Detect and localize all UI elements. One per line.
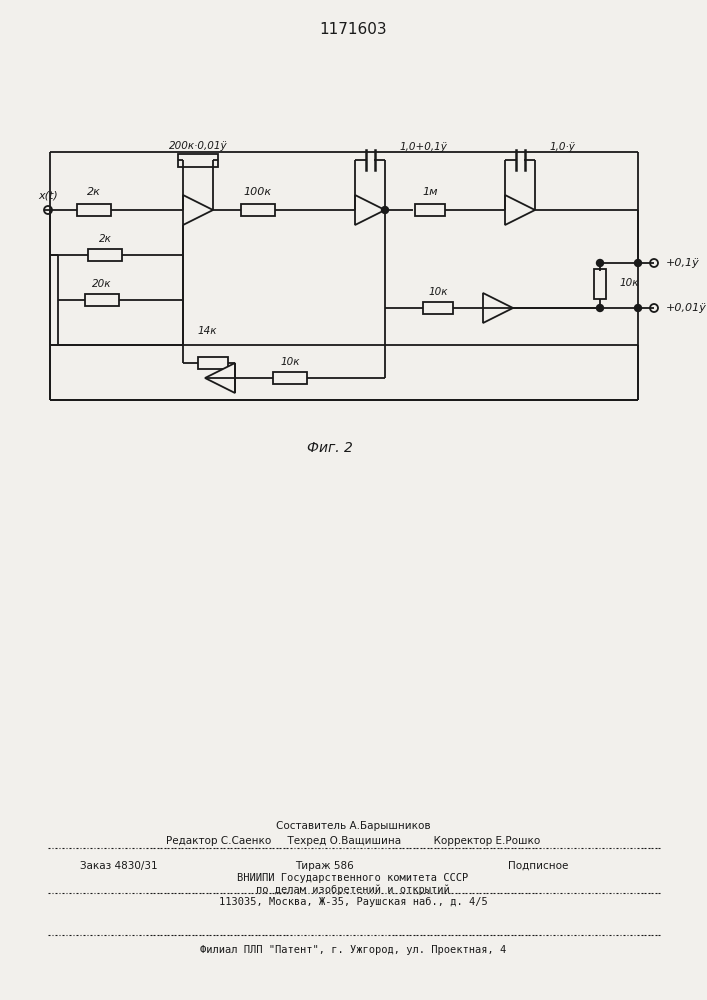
Bar xyxy=(198,357,228,369)
Polygon shape xyxy=(483,293,513,323)
Polygon shape xyxy=(183,195,213,225)
Text: 10к: 10к xyxy=(428,287,448,297)
Text: 1,0+0,1ÿ: 1,0+0,1ÿ xyxy=(400,142,448,152)
Text: 10к: 10к xyxy=(280,357,300,367)
Text: Заказ 4830/31: Заказ 4830/31 xyxy=(80,861,158,871)
Text: 100к: 100к xyxy=(244,187,272,197)
Bar xyxy=(88,249,122,261)
Bar xyxy=(241,204,275,216)
Circle shape xyxy=(650,259,658,267)
Text: 200к·0,01ÿ: 200к·0,01ÿ xyxy=(169,141,228,151)
Bar xyxy=(77,204,111,216)
Bar xyxy=(594,268,606,298)
Text: +0,01ÿ: +0,01ÿ xyxy=(666,303,707,313)
Text: 1171603: 1171603 xyxy=(319,22,387,37)
Text: 14к: 14к xyxy=(197,326,216,336)
Polygon shape xyxy=(355,195,385,225)
Circle shape xyxy=(597,259,604,266)
Polygon shape xyxy=(505,195,535,225)
Circle shape xyxy=(382,207,389,214)
Text: 2к: 2к xyxy=(98,234,112,244)
Bar xyxy=(423,302,453,314)
Text: Составитель А.Барышников: Составитель А.Барышников xyxy=(276,821,431,831)
Text: +0,1ÿ: +0,1ÿ xyxy=(666,258,700,268)
Text: 20к: 20к xyxy=(92,279,112,289)
Bar xyxy=(178,153,218,166)
Text: 2к: 2к xyxy=(87,187,101,197)
Text: 113035, Москва, Ж-35, Раушская наб., д. 4/5: 113035, Москва, Ж-35, Раушская наб., д. … xyxy=(218,897,487,907)
Circle shape xyxy=(634,259,641,266)
Text: Тираж 586: Тираж 586 xyxy=(295,861,354,871)
Circle shape xyxy=(634,304,641,312)
Text: Фиг. 2: Фиг. 2 xyxy=(307,441,353,455)
Text: ВНИИПИ Государственного комитета СССР: ВНИИПИ Государственного комитета СССР xyxy=(238,873,469,883)
Text: x(t): x(t) xyxy=(38,191,58,201)
Bar xyxy=(273,372,307,384)
Circle shape xyxy=(650,304,658,312)
Text: Редактор С.Саенко     Техред О.Ващишина          Корректор Е.Рошко: Редактор С.Саенко Техред О.Ващишина Корр… xyxy=(166,836,540,846)
Polygon shape xyxy=(205,363,235,393)
Text: по делам изобретений и открытий: по делам изобретений и открытий xyxy=(256,885,450,895)
Text: 1,0·ÿ: 1,0·ÿ xyxy=(550,142,576,152)
Text: Подписное: Подписное xyxy=(508,861,568,871)
Circle shape xyxy=(44,206,52,214)
Text: 10к: 10к xyxy=(620,278,640,288)
Bar xyxy=(85,294,119,306)
Text: Филиал ПЛП "Патент", г. Ужгород, ул. Проектная, 4: Филиал ПЛП "Патент", г. Ужгород, ул. Про… xyxy=(200,945,506,955)
Bar xyxy=(415,204,445,216)
Text: 1м: 1м xyxy=(422,187,438,197)
Circle shape xyxy=(597,304,604,312)
